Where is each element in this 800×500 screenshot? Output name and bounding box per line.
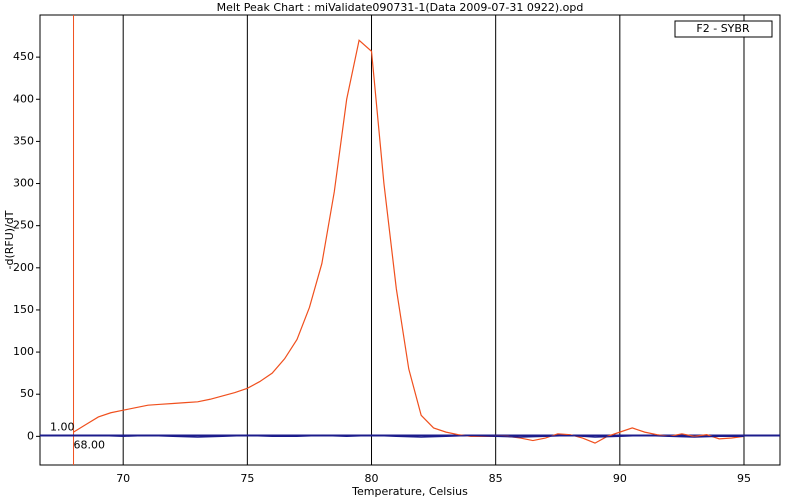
legend-label: F2 - SYBR xyxy=(696,22,750,35)
series-line xyxy=(73,39,745,444)
y-tick-label: 350 xyxy=(13,134,34,147)
x-tick-label: 90 xyxy=(613,472,627,485)
legend-box xyxy=(674,20,773,38)
y-tick-label: 400 xyxy=(13,92,34,105)
y-tick-label: 250 xyxy=(13,219,34,232)
chart-title: Melt Peak Chart : miValidate090731-1(Dat… xyxy=(217,1,584,14)
y-tick-label: 200 xyxy=(13,261,34,274)
x-axis-label: Temperature, Celsius xyxy=(351,485,468,498)
y-tick-label: 150 xyxy=(13,303,34,316)
cursor-label: 68.00 xyxy=(74,439,106,452)
x-tick-label: 70 xyxy=(116,472,130,485)
y-tick-label: 50 xyxy=(20,387,34,400)
x-tick-label: 75 xyxy=(240,472,254,485)
y-tick-label: 450 xyxy=(13,50,34,63)
y-axis-label: -d(RFU)/dT xyxy=(3,210,16,269)
y-tick-label: 300 xyxy=(13,177,34,190)
plot-area xyxy=(39,14,781,466)
x-tick-label: 80 xyxy=(365,472,379,485)
threshold-label: 1.00 xyxy=(50,421,75,434)
x-tick-label: 95 xyxy=(737,472,751,485)
y-tick-label: 0 xyxy=(27,429,34,442)
y-tick-label: 100 xyxy=(13,345,34,358)
series-line xyxy=(98,434,744,438)
x-tick-label: 85 xyxy=(489,472,503,485)
